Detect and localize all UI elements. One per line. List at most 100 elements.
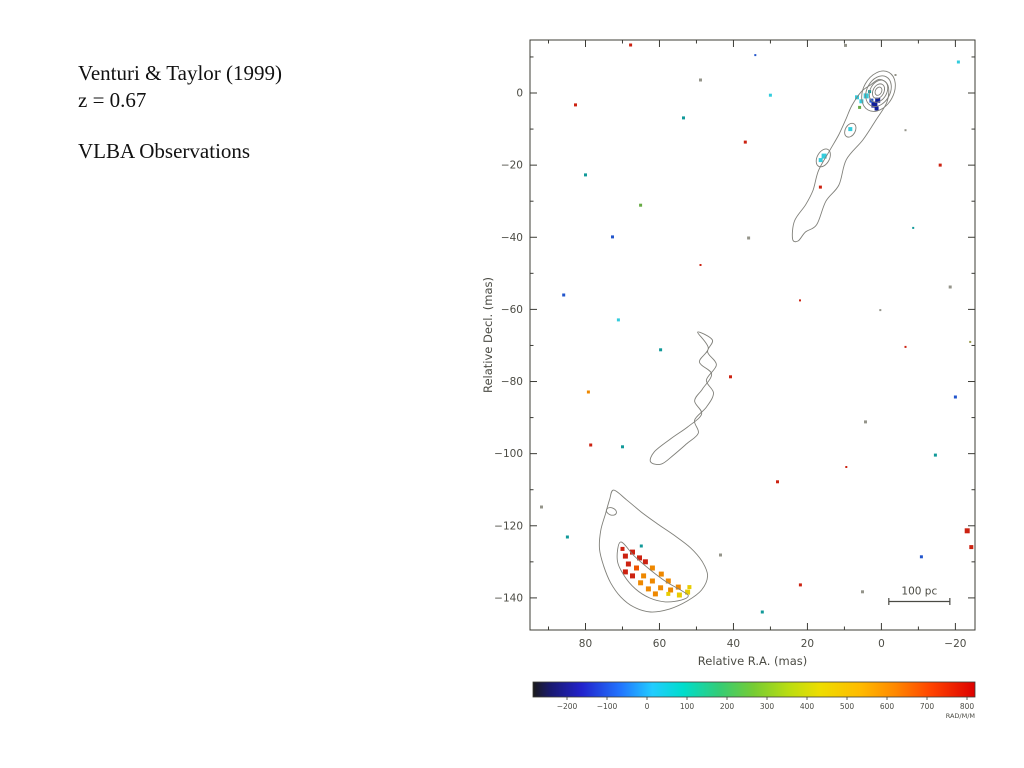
contour-jet-envelope xyxy=(791,78,890,243)
colorbar-tick-label: 100 xyxy=(680,702,695,711)
noise-pixel xyxy=(565,535,569,539)
rm-pixel xyxy=(642,559,648,565)
contour-ellipse xyxy=(868,79,889,103)
noise-pixel-layer xyxy=(540,43,974,614)
contour-ellipse xyxy=(815,148,831,168)
rm-pixel xyxy=(668,587,674,593)
colorbar-unit-label: RAD/M/M xyxy=(946,712,975,720)
noise-pixel xyxy=(864,420,867,424)
noise-pixel xyxy=(845,466,848,468)
rm-pixel xyxy=(620,546,625,551)
noise-pixel xyxy=(760,610,764,614)
rm-pixel xyxy=(675,584,681,590)
rm-pixel xyxy=(871,101,878,108)
rm-pixel xyxy=(687,585,692,590)
noise-pixel xyxy=(799,299,801,302)
noise-pixel xyxy=(611,235,614,239)
noise-pixel xyxy=(768,93,772,97)
rm-pixel xyxy=(848,127,853,132)
noise-pixel xyxy=(616,318,620,322)
noise-pixel xyxy=(574,103,577,107)
noise-pixel xyxy=(629,43,633,47)
noise-pixel xyxy=(969,340,972,343)
rm-pixel xyxy=(630,549,635,555)
noise-pixel xyxy=(589,443,593,447)
contour-sw-lobe-outer xyxy=(598,489,709,613)
noise-pixel xyxy=(699,264,702,266)
x-tick-label: 0 xyxy=(878,638,885,650)
colorbar-tick-label: 200 xyxy=(720,702,735,711)
x-tick-label: −20 xyxy=(944,638,966,650)
noise-pixel xyxy=(818,185,822,189)
noise-pixel xyxy=(956,60,960,64)
noise-pixel xyxy=(776,480,779,484)
rm-pixel xyxy=(630,573,635,579)
noise-pixel xyxy=(904,345,907,348)
noise-pixel xyxy=(964,528,970,534)
caption-block: Venturi & Taylor (1999) z = 0.67 VLBA Ob… xyxy=(78,60,282,165)
noise-pixel xyxy=(948,285,952,289)
colorbar-tick-label: 700 xyxy=(920,702,935,711)
scale-bar-label: 100 pc xyxy=(901,586,937,598)
rm-pixel xyxy=(874,106,879,111)
rm-pixel xyxy=(666,591,671,596)
noise-pixel xyxy=(659,348,663,352)
noise-pixel xyxy=(639,544,643,548)
rm-pixel xyxy=(652,591,658,597)
noise-pixel xyxy=(919,555,923,559)
x-axis-title: Relative R.A. (mas) xyxy=(698,654,807,668)
rm-pixel xyxy=(649,578,655,584)
rm-pixel xyxy=(658,585,664,591)
scale-bar: 100 pc xyxy=(888,586,951,606)
x-tick-label: 20 xyxy=(801,638,814,650)
rm-pixel xyxy=(676,592,682,598)
noise-pixel xyxy=(894,74,897,76)
rm-pixel xyxy=(863,93,869,99)
contour-ellipse xyxy=(865,75,892,107)
y-tick-label: −20 xyxy=(501,160,523,172)
colorbar-tick-label: 400 xyxy=(800,702,815,711)
rm-pixel xyxy=(665,578,671,584)
y-tick-label: −140 xyxy=(494,592,523,604)
y-tick-label: −60 xyxy=(501,304,523,316)
rm-pixel xyxy=(622,553,628,559)
colorbar-tick-label: 500 xyxy=(840,702,855,711)
y-tick-label: −40 xyxy=(501,232,523,244)
rm-pixel xyxy=(641,573,647,579)
noise-pixel xyxy=(639,203,643,207)
noise-pixel xyxy=(719,553,722,557)
y-tick-label: −80 xyxy=(501,376,523,388)
noise-pixel xyxy=(904,129,907,132)
noise-pixel xyxy=(933,453,937,457)
noise-pixel xyxy=(540,505,543,509)
noise-pixel xyxy=(743,140,747,144)
x-tick-label: 40 xyxy=(727,638,740,650)
noise-pixel xyxy=(747,236,751,240)
rm-pixel xyxy=(645,586,651,592)
caption-spacer xyxy=(78,114,282,138)
rm-pixel-layer xyxy=(620,90,881,598)
figure-container: 100 pc 80 60 40 20 0 −20 0 −20 −40 −60 −80 −100 −120−… xyxy=(480,20,1000,750)
contour-ellipse xyxy=(844,122,857,138)
plot-frame xyxy=(529,39,976,631)
noise-pixel xyxy=(682,116,685,120)
colorbar-tick-label: −100 xyxy=(597,702,618,711)
colorbar-tick-label: 300 xyxy=(760,702,775,711)
contour-sw-lobe-inner xyxy=(616,541,689,603)
colorbar-gradient xyxy=(532,681,976,698)
contour-ellipse xyxy=(874,86,883,96)
caption-redshift: z = 0.67 xyxy=(78,88,147,112)
noise-pixel xyxy=(861,590,864,594)
noise-pixel xyxy=(953,395,957,399)
colorbar-tick-label: −200 xyxy=(557,702,578,711)
y-tick-label: −100 xyxy=(494,448,523,460)
contour-ellipse xyxy=(861,70,896,112)
noise-pixel xyxy=(699,78,702,82)
y-tick-label: 0 xyxy=(516,88,523,100)
rm-pixel xyxy=(859,99,864,104)
colorbar-tick-label: 0 xyxy=(645,702,650,711)
contour-ellipse xyxy=(605,507,617,516)
x-tick-label: 80 xyxy=(579,638,592,650)
noise-pixel xyxy=(586,390,590,394)
